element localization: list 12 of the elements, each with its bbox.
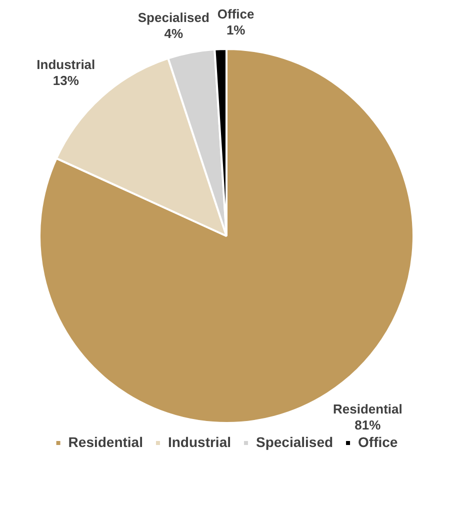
slice-label: Specialised (138, 10, 210, 26)
legend-label: Specialised (256, 434, 334, 450)
slice-label: Industrial (36, 56, 96, 72)
slice-label: Office (217, 6, 254, 22)
data-label: 13% (52, 72, 80, 88)
legend-label: Office (358, 434, 398, 450)
data-label: 1% (226, 22, 246, 38)
data-label: 81% (354, 417, 382, 432)
legend-label: Residential (68, 434, 143, 450)
data-label: 4% (164, 26, 184, 42)
slice-label: Residential (333, 401, 402, 416)
legend-label: Industrial (168, 434, 231, 450)
